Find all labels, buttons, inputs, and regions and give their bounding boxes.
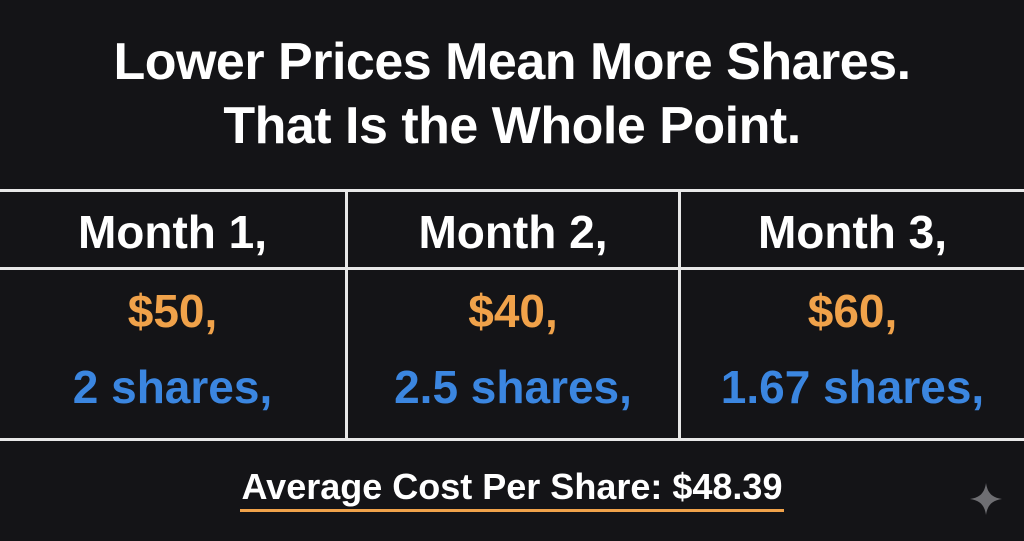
column-divider-1 xyxy=(345,189,348,441)
table-top-border xyxy=(0,189,1024,192)
average-cost-summary: Average Cost Per Share: $48.39 xyxy=(0,462,1024,512)
month-3-price: $60, xyxy=(807,285,898,337)
column-divider-2 xyxy=(678,189,681,441)
month-2-shares: 2.5 shares, xyxy=(394,361,632,413)
month-3-label: Month 3, xyxy=(757,206,948,258)
month-1-shares: 2 shares, xyxy=(72,361,273,413)
month-table: Month 1, Month 2, Month 3, $50, $40, $60… xyxy=(0,189,1024,441)
month-3-shares: 1.67 shares, xyxy=(720,361,985,413)
sparkle-icon xyxy=(970,483,1002,515)
title-line-1: Lower Prices Mean More Shares. xyxy=(113,33,911,91)
month-2-label: Month 2, xyxy=(418,206,608,258)
table-bottom-border xyxy=(0,438,1024,441)
month-1-label: Month 1, xyxy=(77,206,268,258)
month-2-price: $40, xyxy=(468,285,558,337)
average-cost-text: Average Cost Per Share: $48.39 xyxy=(239,465,785,512)
title-line-2: That Is the Whole Point. xyxy=(223,97,801,155)
page-title: Lower Prices Mean More Shares. That Is t… xyxy=(0,30,1024,158)
month-1-price: $50, xyxy=(127,285,218,337)
table-header-divider xyxy=(0,267,1024,270)
